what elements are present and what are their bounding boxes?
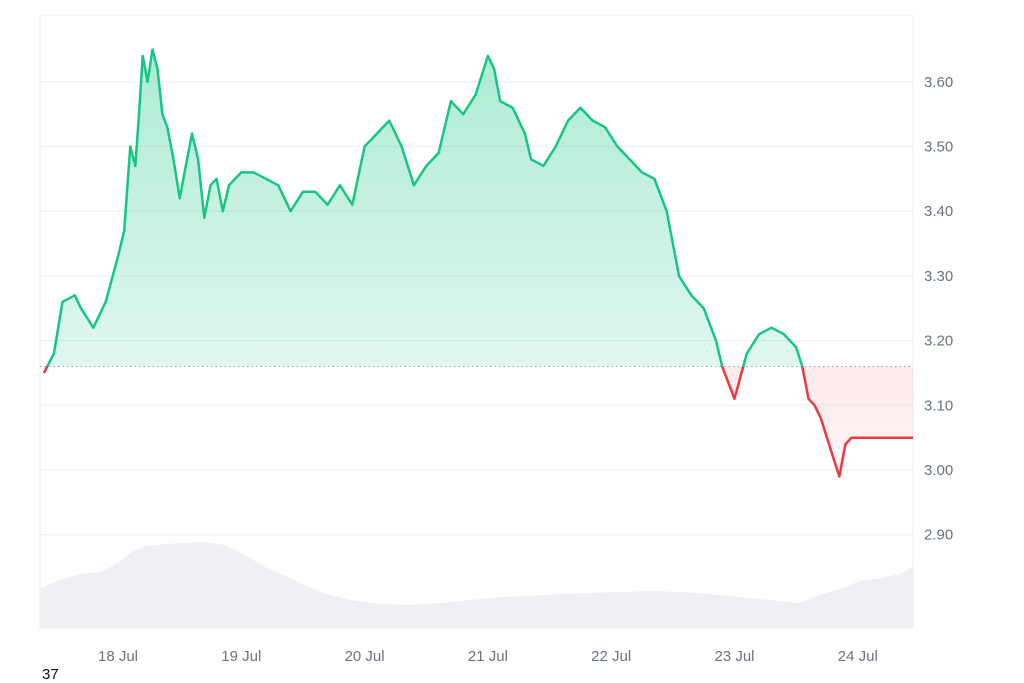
x-tick-label: 23 Jul: [714, 648, 754, 665]
y-tick-label: 3.20: [924, 333, 953, 350]
x-tick-label: 24 Jul: [838, 648, 878, 665]
price-area: [44, 49, 913, 477]
volume-shape: [40, 542, 913, 628]
y-tick-label: 3.40: [924, 203, 953, 220]
y-tick-label: 3.50: [924, 139, 953, 156]
area-above-baseline: [44, 49, 913, 367]
volume-area: [40, 542, 913, 628]
x-tick-label: 21 Jul: [468, 648, 508, 665]
x-tick-label: 18 Jul: [98, 648, 138, 665]
x-tick-label: 22 Jul: [591, 648, 631, 665]
y-tick-label: 3.00: [924, 462, 953, 479]
footer-text: 37: [42, 666, 59, 683]
y-tick-label: 3.10: [924, 397, 953, 414]
x-tick-label: 20 Jul: [345, 648, 385, 665]
price-line: [40, 48, 913, 478]
area-below-baseline: [44, 366, 913, 477]
series-line-down: [42, 366, 913, 478]
x-tick-label: 19 Jul: [221, 648, 261, 665]
y-tick-label: 3.30: [924, 268, 953, 285]
y-tick-label: 3.60: [924, 74, 953, 91]
x-axis-labels: 18 Jul 19 Jul 20 Jul 21 Jul 22 Jul 23 Jul 24 J…: [98, 648, 878, 665]
y-axis-labels: 3.60 3.50 3.40 3.30 3.20 3.10 3.00 2.90: [924, 74, 953, 544]
series-line-up: [45, 48, 804, 367]
y-tick-label: 2.90: [924, 527, 953, 544]
